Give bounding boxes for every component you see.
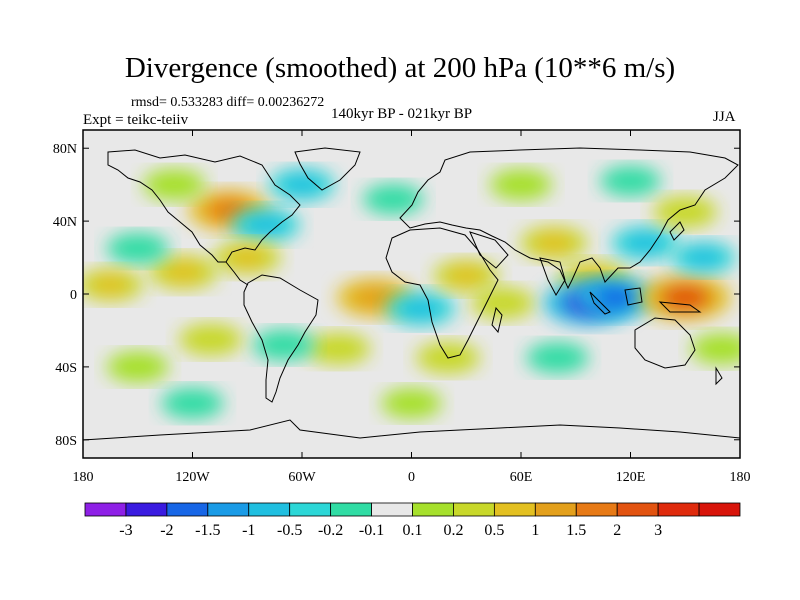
coast-antarctica <box>83 419 740 441</box>
lat-tick-label: 40N <box>53 215 77 230</box>
colorbar-swatch <box>575 502 618 517</box>
colorbar-label: 0.1 <box>403 522 423 539</box>
coast-south-america <box>243 274 319 403</box>
field-anomaly <box>213 240 281 275</box>
field-anomaly <box>386 291 456 326</box>
field-anomaly <box>470 287 535 320</box>
colorbar-swatch <box>289 502 332 517</box>
coast-australia <box>634 317 696 369</box>
season-label: JJA <box>713 109 736 125</box>
field-anomaly <box>161 387 224 419</box>
colorbar-label: -3 <box>119 522 132 539</box>
field-anomaly <box>520 226 588 260</box>
coast-borneo <box>624 287 643 306</box>
coastlines <box>83 147 740 441</box>
period-label: 140kyr BP - 021kyr BP <box>331 106 473 122</box>
divergence-field <box>83 165 740 419</box>
coast-new-guinea <box>658 301 702 313</box>
colorbar-label: 0.5 <box>484 522 504 539</box>
field-anomaly <box>148 254 218 290</box>
stats-text: rmsd= 0.533283 diff= 0.00236272 <box>131 95 325 110</box>
coast-eurasia <box>399 147 739 290</box>
colorbar-label: -1 <box>242 522 255 539</box>
coast-africa <box>385 227 499 359</box>
colorbar-label: -1.5 <box>195 522 220 539</box>
field-anomaly <box>178 323 243 356</box>
colorbar-swatch <box>207 502 250 517</box>
field-anomaly <box>106 232 169 265</box>
colorbar-swatch <box>493 502 536 517</box>
field-anomaly <box>671 241 736 274</box>
colorbar-label: -0.2 <box>318 522 343 539</box>
lon-tick-label: 60W <box>288 470 316 485</box>
colorbar-label: 2 <box>613 522 621 539</box>
map-title: Divergence (smoothed) at 200 hPa (10**6 … <box>124 52 676 84</box>
lon-tick-label: 120E <box>616 470 646 485</box>
lon-tick-label: 0 <box>408 470 415 485</box>
colorbar-swatch <box>453 502 495 517</box>
field-anomaly <box>489 169 553 201</box>
lon-tick-label: 120W <box>175 470 210 485</box>
lat-tick-label: 40S <box>55 361 77 376</box>
colorbar-swatch <box>84 502 127 517</box>
field-anomaly <box>143 169 206 201</box>
lon-tick-label: 180 <box>730 470 751 485</box>
field-anomaly <box>639 274 731 321</box>
coast-sumatra <box>589 291 611 315</box>
experiment-label: Expt = teikc-teiiv <box>83 112 189 128</box>
colorbar-swatch <box>698 502 741 517</box>
colorbar-label: -2 <box>160 522 173 539</box>
colorbar-label: 3 <box>654 522 662 539</box>
colorbar-label: 0.2 <box>443 522 463 539</box>
lat-tick-label: 0 <box>70 288 77 303</box>
colorbar-swatch <box>616 502 659 517</box>
coast-new-zealand <box>715 366 723 386</box>
field-anomaly <box>106 351 169 383</box>
coast-north-america <box>107 149 301 263</box>
field-anomaly <box>381 388 442 419</box>
field-anomaly <box>362 184 424 215</box>
colorbar-label: -0.5 <box>277 522 302 539</box>
field-anomaly <box>575 277 656 318</box>
field-anomaly <box>653 196 718 228</box>
coast-arabia <box>469 231 509 269</box>
lon-tick-label: 180 <box>73 470 94 485</box>
field-anomaly <box>269 168 335 202</box>
lat-tick-label: 80N <box>53 142 77 157</box>
colorbar-swatch <box>657 502 700 517</box>
lat-tick-label: 80S <box>55 434 77 449</box>
field-anomaly <box>600 165 661 197</box>
field-anomaly <box>252 329 315 361</box>
coast-madagascar <box>491 306 503 334</box>
field-anomaly <box>433 259 500 293</box>
field-anomaly <box>690 333 740 365</box>
colorbar-swatch <box>166 502 209 517</box>
field-anomaly <box>231 207 300 242</box>
colorbar-label: 1 <box>531 522 539 539</box>
colorbar-swatch <box>125 502 168 517</box>
coast-japan <box>669 221 685 241</box>
field-anomaly <box>526 342 589 374</box>
colorbar-swatch <box>534 502 577 517</box>
colorbar-swatch <box>412 502 454 517</box>
colorbar: -3 -2 -1.5 -1 -0.5 -0.2 -0.1 0.1 0.2 0.5 1 1.5 2 3 <box>84 502 741 539</box>
colorbar-swatch <box>248 502 291 517</box>
axis-ticks: 80N 40N 0 40S 80S 180 120W 60W 0 60E 120E 180 <box>53 130 751 485</box>
colorbar-swatch <box>371 502 413 517</box>
coast-india <box>539 257 566 297</box>
field-anomaly <box>306 332 371 365</box>
colorbar-label: 1.5 <box>566 522 586 539</box>
coast-greenland <box>294 147 361 191</box>
colorbar-label: -0.1 <box>359 522 384 539</box>
field-anomaly <box>83 268 144 302</box>
colorbar-swatch <box>330 502 372 517</box>
lon-tick-label: 60E <box>510 470 533 485</box>
field-anomaly <box>611 226 679 260</box>
coast-central-america <box>225 261 249 286</box>
